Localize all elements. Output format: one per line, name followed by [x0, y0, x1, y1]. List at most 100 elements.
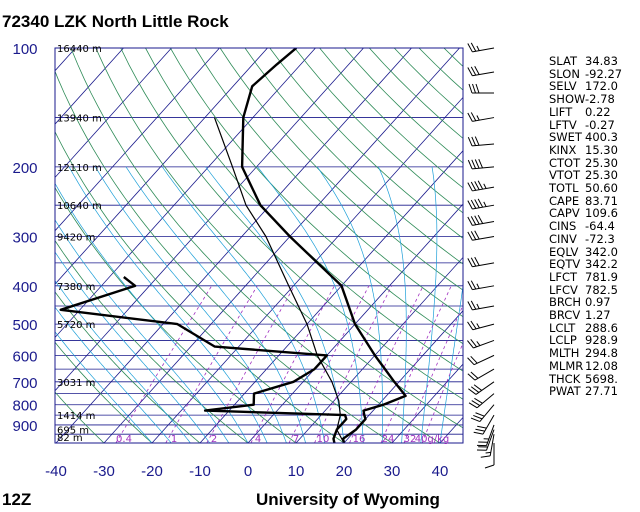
background-lines: [55, 48, 463, 443]
index-value: 0.22: [585, 104, 611, 119]
mixing-ratio-label: 4: [255, 434, 261, 445]
index-key: TOTL: [549, 181, 579, 196]
mixing-ratio-label: 10: [317, 434, 330, 445]
index-row: KINX 15.30: [549, 144, 639, 157]
sounding-lines: [59, 48, 407, 443]
wind-barb-flag: [473, 384, 483, 391]
index-value: 782.5: [585, 282, 618, 297]
index-row: LIFT 0.22: [549, 106, 639, 119]
mixing-ratio-label: 2: [211, 434, 217, 445]
temperature-tick-label: 10: [288, 463, 305, 480]
wind-barb-flag: [467, 200, 473, 210]
wind-barb-half: [476, 323, 480, 329]
wind-barb-half: [476, 115, 480, 121]
index-value: 27.71: [585, 384, 618, 399]
mixing-ratio-line: [206, 285, 295, 443]
moist-adiabat: [95, 166, 287, 443]
index-value: 50.60: [585, 181, 618, 196]
wind-barb-flag: [475, 83, 480, 94]
wind-barb-flag: [470, 231, 477, 240]
temperature-tick-label: -30: [93, 463, 115, 480]
dry-adiabat: [70, 48, 441, 443]
index-row: PWAT 27.71: [549, 385, 639, 398]
mixing-ratio-label: 1: [171, 434, 177, 445]
moist-adiabat: [125, 166, 306, 443]
index-key: LCLP: [549, 333, 577, 348]
wind-barb-flag: [475, 428, 485, 432]
dry-adiabat: [244, 48, 463, 265]
plot-frame: [54, 47, 464, 444]
isotherm-line: [151, 96, 463, 443]
mixing-ratio-line: [165, 285, 258, 443]
index-row: CTOT 25.30: [549, 155, 639, 170]
index-row: CINS -64.4: [549, 220, 639, 233]
index-value: 25.30: [585, 168, 618, 183]
wind-barb-flag: [474, 199, 480, 209]
moist-adiabat: [68, 166, 268, 443]
wind-barb-flag: [470, 42, 477, 52]
index-row: CINV -72.3: [549, 233, 639, 246]
index-row: BRCH 0.97: [549, 296, 639, 309]
wind-barb-flag: [470, 216, 477, 225]
wind-barb-flag: [467, 281, 473, 290]
mixing-ratio-label: 7: [293, 434, 299, 445]
index-key: BRCH: [549, 295, 581, 310]
index-value: 0.97: [585, 295, 611, 310]
wind-barb-flag: [473, 431, 484, 435]
height-label: 1414 m: [57, 411, 95, 422]
moist-adiabat: [55, 306, 172, 443]
wind-barb: [468, 393, 495, 409]
index-row: LFCT 781.9: [549, 271, 639, 284]
wind-barb-flag: [484, 464, 495, 469]
index-key: LCLT: [549, 320, 576, 335]
wind-barb-flag: [468, 402, 478, 409]
index-value: -92.27: [585, 66, 623, 81]
wind-barb-flag: [473, 414, 483, 420]
wind-barb-flag: [467, 258, 473, 267]
height-label: 3031 m: [57, 378, 95, 389]
isotherm-line: [55, 48, 220, 232]
height-label: 12110 m: [57, 163, 102, 174]
pressure-tick-label: 700: [12, 375, 37, 392]
wind-barb-flag: [474, 230, 480, 240]
index-key: CTOT: [549, 155, 581, 170]
pressure-tick-label: 200: [12, 160, 37, 177]
wind-barb-staff: [474, 368, 495, 381]
temperature-tick-label: 0: [244, 463, 252, 480]
wind-barb: [467, 214, 495, 226]
wind-barb-flag: [477, 214, 484, 224]
index-key: CAPV: [549, 206, 580, 221]
index-value: 15.30: [585, 142, 618, 157]
wind-barb-flag: [467, 216, 473, 226]
wind-barb-flag: [467, 301, 473, 311]
wind-barb-staff: [473, 339, 495, 349]
wind-barb-flag: [467, 43, 473, 53]
index-row: MLTH 294.8: [549, 347, 639, 360]
moist-adiabat: [162, 166, 326, 443]
mixing-ratio-label: 40g/kg: [415, 434, 450, 445]
moist-adiabat: [55, 182, 249, 443]
isotherm-line: [55, 48, 316, 339]
mixing-ratio-line: [421, 342, 463, 443]
wind-barb-flag: [474, 159, 480, 169]
index-key: LIFT: [549, 104, 573, 119]
pressure-tick-label: 900: [12, 418, 37, 435]
wind-barb-staff: [486, 429, 495, 451]
index-value: 109.6: [585, 206, 618, 221]
index-row: LFCV 782.5: [549, 282, 639, 297]
wind-barb-staff: [472, 143, 495, 147]
wind-barb-flag: [474, 136, 480, 146]
dry-adiabat: [120, 48, 463, 400]
index-row: VTOT 25.30: [549, 169, 639, 182]
index-value: 294.8: [585, 346, 618, 361]
dry-adiabat: [269, 48, 463, 239]
wind-barb: [468, 83, 494, 94]
moist-adiabat: [55, 331, 153, 443]
wind-barb-flag: [470, 386, 480, 393]
height-label: 82 m: [57, 433, 83, 444]
wind-barb-flag: [470, 280, 477, 290]
moist-adiabat: [378, 166, 407, 443]
wind-barb-staff: [472, 305, 495, 311]
wind-barb: [467, 354, 495, 366]
